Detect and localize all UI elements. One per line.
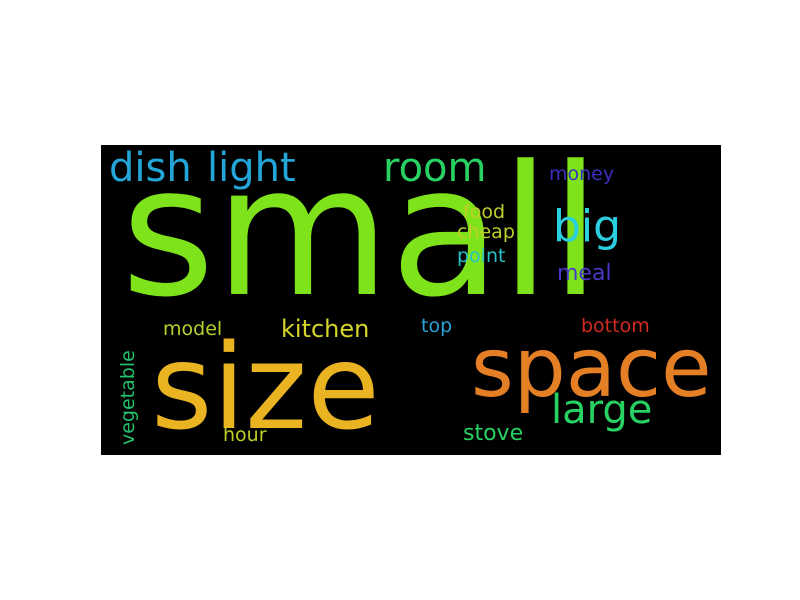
word-money: money [549,163,615,185]
word-light: light [207,145,296,191]
word-size: size [151,318,380,455]
word-top: top [421,315,453,337]
word-food: food [463,201,505,223]
word-kitchen: kitchen [281,315,370,343]
word-big: big [553,201,622,252]
word-point: point [457,245,506,267]
word-vegetable: vegetable [117,350,139,445]
word-large: large [551,387,653,433]
word-model: model [163,318,223,340]
word-stove: stove [463,421,524,446]
word-bottom: bottom [581,315,650,337]
word-space: space [471,321,712,416]
word-cloud: small size space dish light room big lar… [101,145,721,455]
word-small: small [121,145,601,337]
word-room: room [383,145,487,191]
word-meal: meal [557,261,612,286]
word-dish: dish [109,145,192,191]
word-hour: hour [223,424,267,446]
word-cheap: cheap [457,221,515,243]
